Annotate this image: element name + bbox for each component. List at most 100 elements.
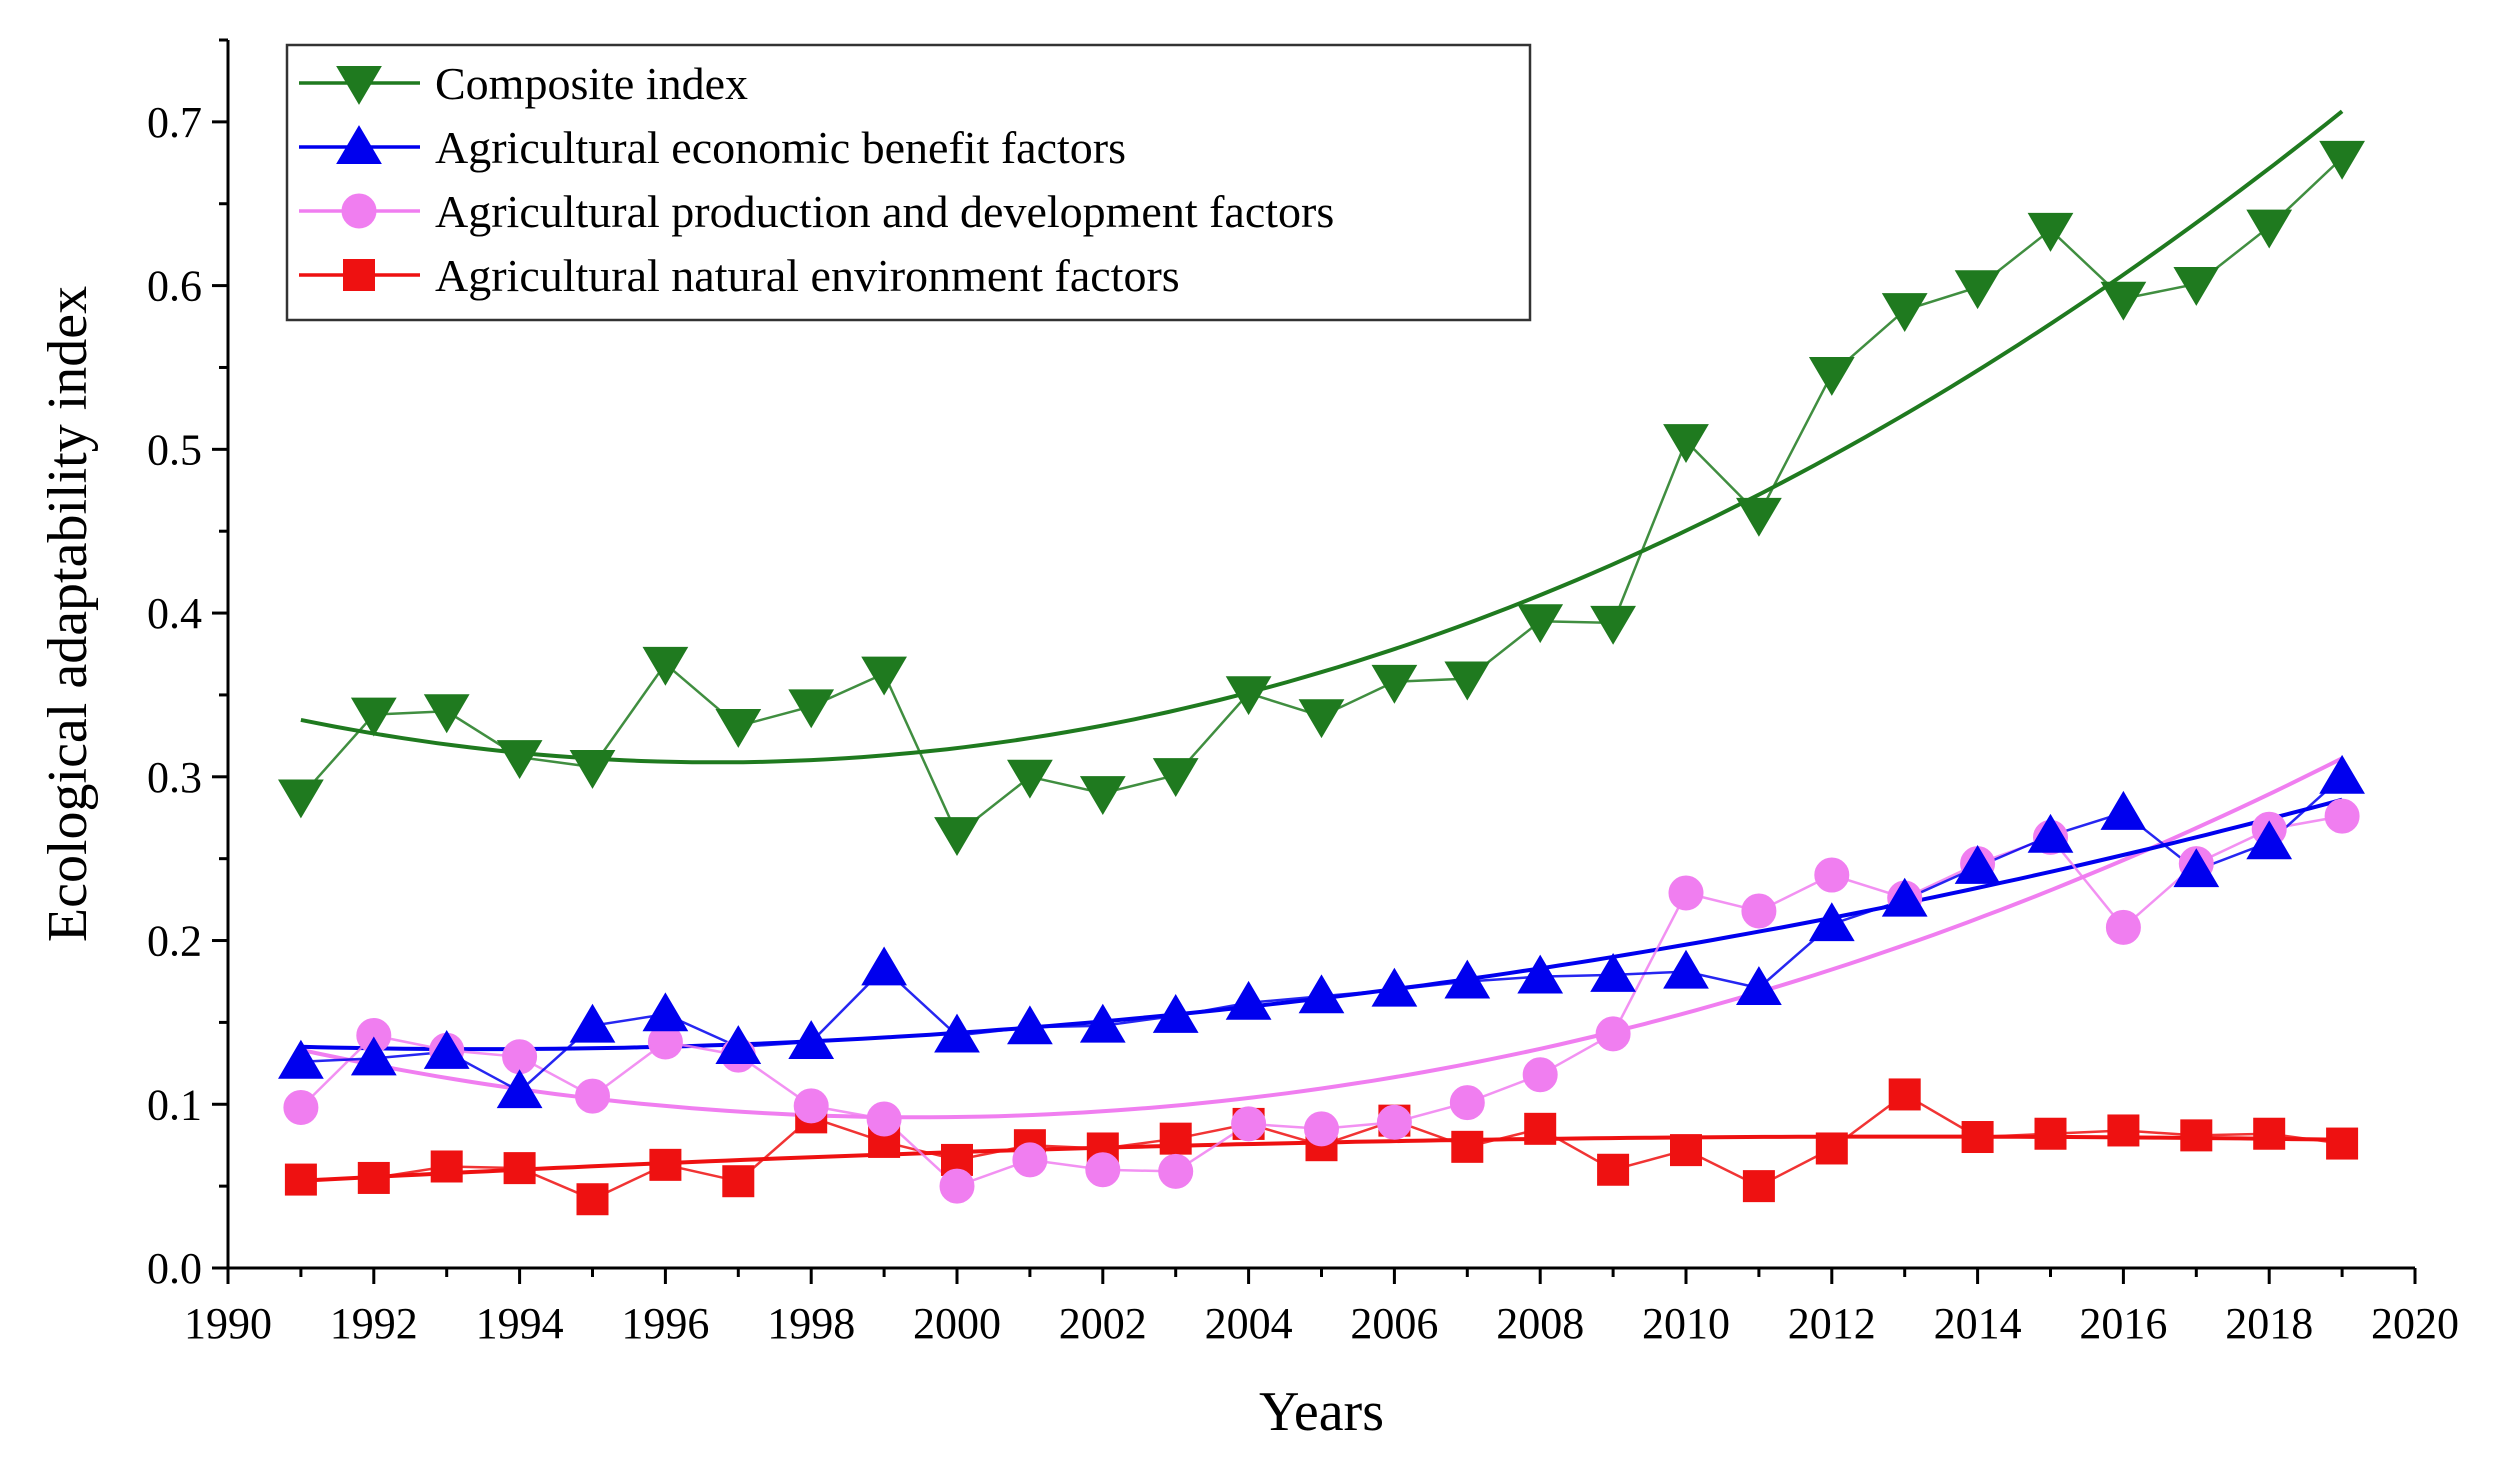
square-marker <box>1961 1121 1994 1154</box>
square-marker <box>1597 1153 1630 1186</box>
circle-marker <box>1595 1016 1631 1052</box>
x-tick-label: 2016 <box>2079 1299 2167 1348</box>
triangle-down-marker <box>496 740 543 780</box>
x-tick-label: 2012 <box>1788 1299 1876 1348</box>
square-marker <box>1742 1170 1775 1203</box>
triangle-down-marker <box>1590 605 1636 645</box>
triangle-down-marker <box>1298 699 1345 739</box>
circle-marker <box>1741 893 1777 929</box>
square-marker <box>2326 1127 2359 1160</box>
square-marker <box>2253 1117 2286 1150</box>
x-tick-label: 2002 <box>1059 1299 1147 1348</box>
square-marker <box>649 1148 682 1181</box>
x-tick-label: 2000 <box>913 1299 1001 1348</box>
triangle-up-marker <box>1736 966 1782 1006</box>
circle-marker <box>283 1090 319 1126</box>
legend: Composite index Agricultural economic ben… <box>285 43 1532 322</box>
triangle-up-marker <box>1590 953 1636 992</box>
circle-marker <box>1158 1153 1194 1189</box>
triangle-down-marker <box>2319 140 2365 180</box>
y-tick-label: 0.4 <box>147 589 202 638</box>
x-tick-label: 1996 <box>621 1299 709 1348</box>
triangle-down-marker <box>278 779 324 819</box>
triangle-up-marker <box>1517 954 1564 994</box>
triangle-up-marker <box>1808 902 1855 942</box>
legend-label: Agricultural natural environment factors <box>435 250 1180 301</box>
triangle-up-marker <box>1152 993 1199 1033</box>
triangle-up-marker <box>278 1039 324 1079</box>
square-marker <box>722 1165 755 1198</box>
triangle-up-marker <box>2100 790 2147 830</box>
legend-label: Composite index <box>435 58 748 109</box>
square-marker <box>1524 1112 1557 1145</box>
triangle-up-marker <box>1881 877 1928 917</box>
triangle-down-marker <box>1736 497 1782 537</box>
triangle-down-marker <box>1225 676 1272 716</box>
triangle-up-marker <box>1663 949 1709 989</box>
square-marker <box>2034 1117 2067 1150</box>
triangle-down-marker <box>1007 759 1053 799</box>
triangle-down-marker <box>642 646 689 686</box>
triangle-up-marker <box>2246 820 2293 860</box>
circle-marker <box>341 193 377 229</box>
x-axis-ticks: 1990 1992 1994 1996 1998 2000 2002 2004 2006 2008… <box>184 1268 2459 1348</box>
triangle-up-marker <box>423 1029 470 1069</box>
circle-marker <box>1012 1142 1048 1178</box>
circle-marker <box>1449 1085 1485 1121</box>
triangle-down-marker <box>1079 776 1126 816</box>
x-tick-label: 1994 <box>476 1299 564 1348</box>
triangle-up-marker <box>788 1020 835 1060</box>
square-marker <box>1888 1078 1921 1111</box>
triangle-down-marker <box>1954 270 2001 310</box>
circle-marker <box>866 1101 902 1137</box>
triangle-up-marker <box>715 1025 762 1064</box>
triangle-up-marker <box>1954 844 2001 884</box>
x-tick-label: 2006 <box>1350 1299 1438 1348</box>
triangle-down-marker <box>861 656 907 696</box>
x-axis-title: Years <box>1259 1381 1384 1443</box>
circle-marker <box>1304 1111 1339 1147</box>
triangle-down-marker <box>1517 604 1564 644</box>
y-tick-label: 0.0 <box>147 1244 202 1293</box>
triangle-up-marker <box>1079 1003 1126 1043</box>
triangle-down-marker <box>1808 357 1855 396</box>
triangle-up-marker <box>1007 1005 1053 1045</box>
triangle-down-marker <box>423 694 470 734</box>
triangle-up-marker <box>934 1013 980 1053</box>
circle-marker <box>2105 909 2141 945</box>
y-tick-label: 0.1 <box>147 1080 202 1129</box>
square-marker <box>576 1183 609 1216</box>
triangle-up-marker <box>861 946 907 986</box>
y-axis-ticks: 0.0 0.1 0.2 0.3 0.4 0.5 0.6 0.7 <box>147 38 228 1293</box>
trend-line <box>300 109 2344 765</box>
triangle-down-marker <box>2027 212 2074 252</box>
circle-marker <box>1085 1152 1121 1188</box>
circle-marker <box>2324 798 2360 834</box>
square-marker <box>1159 1122 1192 1155</box>
square-marker <box>357 1161 390 1194</box>
square-marker <box>284 1163 317 1196</box>
square-marker <box>1815 1132 1848 1165</box>
x-tick-label: 2014 <box>1934 1299 2022 1348</box>
legend-label: Agricultural production and development … <box>435 186 1334 237</box>
series-markers <box>278 140 2365 1216</box>
triangle-up-marker <box>2173 848 2220 888</box>
triangle-up-marker <box>1371 967 1418 1007</box>
triangle-down-marker <box>1881 293 1928 333</box>
circle-marker <box>1231 1106 1267 1142</box>
triangle-down-marker <box>2173 266 2220 306</box>
circle-marker <box>1376 1104 1412 1140</box>
y-tick-label: 0.7 <box>147 98 202 147</box>
x-tick-label: 1998 <box>767 1299 855 1348</box>
legend-box <box>285 43 1532 322</box>
circle-marker <box>1668 875 1704 911</box>
axes: 1990 1992 1994 1996 1998 2000 2002 2004 2006 2008… <box>147 38 2459 1348</box>
x-tick-label: 2004 <box>1205 1299 1293 1348</box>
circle-marker <box>575 1078 610 1114</box>
circle-marker <box>502 1039 538 1075</box>
triangle-up-marker <box>350 1036 397 1076</box>
triangle-down-marker <box>2246 209 2293 249</box>
square-marker <box>1670 1134 1702 1167</box>
square-marker <box>503 1152 536 1185</box>
square-marker <box>2180 1119 2213 1152</box>
